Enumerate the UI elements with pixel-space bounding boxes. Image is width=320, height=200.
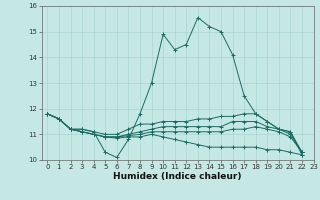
X-axis label: Humidex (Indice chaleur): Humidex (Indice chaleur) bbox=[113, 172, 242, 181]
